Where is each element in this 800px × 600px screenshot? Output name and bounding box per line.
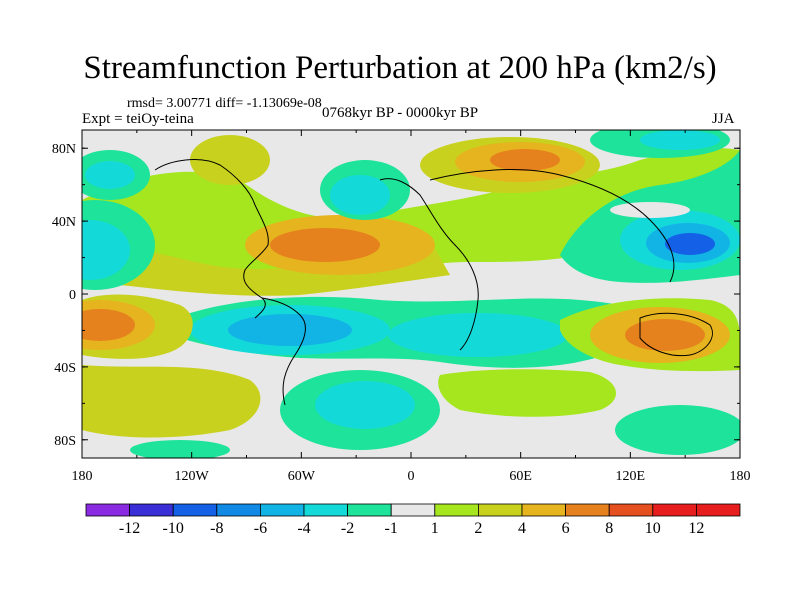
positive-australia-inner — [625, 319, 705, 351]
lat-tick-label: 40N — [52, 215, 76, 230]
colorbar-swatch — [85, 503, 130, 517]
colorbar-label: -1 — [385, 520, 398, 537]
negative-indian-mid — [388, 313, 568, 357]
lat-tick-label: 80S — [54, 434, 76, 449]
experiment-label: Expt = teiOy-teina — [82, 111, 194, 127]
lon-tick-label: 0 — [408, 469, 415, 484]
positive-south-indian — [438, 369, 617, 417]
axis-ticks — [81, 130, 741, 458]
lat-tick-label: 80N — [52, 142, 76, 157]
colorbar-label: -6 — [254, 520, 267, 537]
colorbar-label: -4 — [297, 520, 310, 537]
negative-arctic-east-inner — [640, 130, 720, 150]
colorbar-label: -2 — [341, 520, 354, 537]
negative-asia-core — [665, 233, 715, 255]
map-field — [82, 130, 740, 458]
positive-south-pacific-south — [82, 365, 261, 438]
positive-siberia-inner — [490, 149, 560, 171]
colorbar-label: 2 — [474, 520, 482, 537]
lon-tick-label: 120E — [616, 469, 646, 484]
positive-south-pacific-inner — [82, 309, 135, 341]
axis-labels: 80N 40N 0 40S 80S 180 120W 60W 0 60E 120E 180 — [52, 142, 751, 484]
season-label: JJA — [712, 111, 735, 127]
negative-pacific-north-inner — [85, 161, 135, 189]
colorbar-swatch — [652, 503, 697, 517]
colorbar-label: 12 — [688, 520, 704, 537]
coastlines — [154, 159, 713, 406]
coast-australia — [639, 312, 713, 357]
colorbar-swatch — [434, 503, 479, 517]
colorbar: -12 -10 -8 -6 -4 -2 -1 1 2 4 6 8 10 12 — [85, 503, 741, 537]
neutral-asia-gap — [610, 202, 690, 218]
coast-north-america — [154, 159, 269, 319]
lon-tick-label: 120W — [175, 469, 210, 484]
colorbar-label: 6 — [562, 520, 570, 537]
lat-tick-label: 40S — [54, 361, 76, 376]
colorbar-label: 10 — [645, 520, 661, 537]
negative-south-america-inner — [228, 314, 352, 346]
colorbar-swatch — [303, 503, 348, 517]
positive-canada — [190, 135, 270, 185]
negative-arctic-inner — [330, 175, 390, 215]
colorbar-label: 4 — [518, 520, 526, 537]
colorbar-swatch — [565, 503, 610, 517]
positive-core-atlantic-inner — [270, 228, 380, 262]
lon-tick-label: 60W — [288, 469, 316, 484]
colorbar-swatch — [521, 503, 566, 517]
coast-asia — [429, 169, 675, 283]
colorbar-swatch — [172, 503, 218, 517]
colorbar-label: -10 — [163, 520, 184, 537]
rmsd-diff-stats: rmsd= 3.00771 diff= -1.13069e-08 — [127, 96, 322, 111]
coast-south-america — [261, 297, 306, 406]
colorbar-label: 1 — [431, 520, 439, 537]
lon-tick-label: 180 — [72, 469, 93, 484]
colorbar-label: -8 — [210, 520, 223, 537]
colorbar-swatch — [129, 503, 174, 517]
negative-southern-ocean-east — [615, 405, 740, 455]
colorbar-swatch — [259, 503, 305, 517]
colorbar-label: -12 — [119, 520, 140, 537]
colorbar-swatch — [347, 503, 392, 517]
negative-pacific-west-inner — [82, 220, 130, 280]
coast-africa-europe — [379, 178, 479, 351]
page-title: Streamfunction Perturbation at 200 hPa (… — [83, 50, 717, 86]
lat-tick-label: 0 — [69, 288, 76, 303]
lon-tick-label: 180 — [730, 469, 751, 484]
colorbar-swatch — [390, 503, 436, 517]
colorbar-swatch — [477, 503, 523, 517]
negative-southern-ocean-inner — [315, 381, 415, 429]
colorbar-swatch — [696, 503, 741, 517]
colorbar-swatch — [608, 503, 654, 517]
lon-tick-label: 60E — [509, 469, 532, 484]
negative-antarctic — [130, 440, 230, 458]
period-label: 0768kyr BP - 0000kyr BP — [322, 105, 479, 121]
colorbar-label: 8 — [605, 520, 613, 537]
colorbar-swatch — [216, 503, 261, 517]
